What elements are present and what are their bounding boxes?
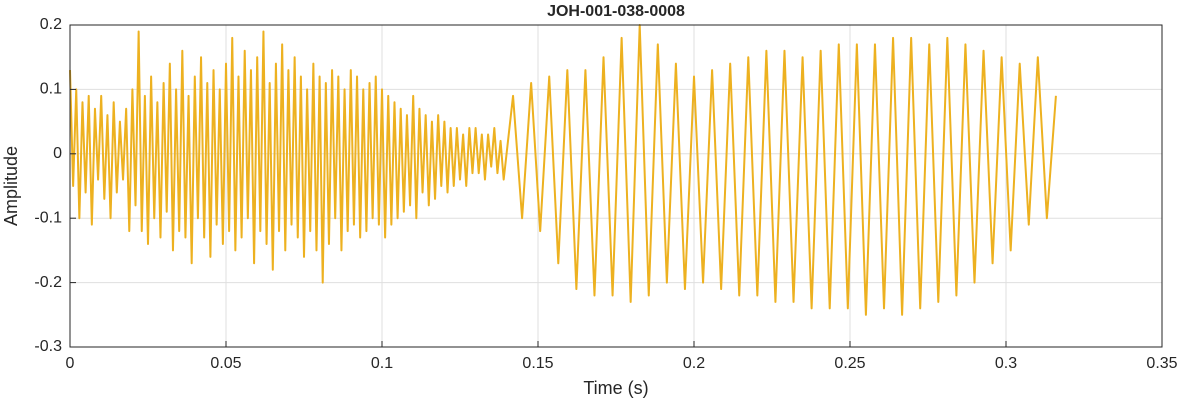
plot-area — [69, 24, 1057, 316]
waveform-line — [69, 24, 1057, 316]
x-tick-label: 0.25 — [834, 355, 865, 372]
y-axis-label: Amplitude — [1, 146, 21, 226]
y-tick-label: 0 — [53, 145, 62, 162]
axes-box — [69, 24, 1163, 348]
y-tick-label: 0.2 — [40, 16, 62, 33]
y-tick-label: -0.1 — [34, 209, 62, 226]
x-tick-label: 0.35 — [1146, 355, 1177, 372]
x-axis-label: Time (s) — [583, 378, 648, 398]
x-tick-label: 0.05 — [210, 355, 241, 372]
chart-title: JOH-001-038-0008 — [547, 3, 685, 20]
y-tick-label: 0.1 — [40, 81, 62, 98]
y-tick-label: -0.2 — [34, 274, 62, 291]
x-tick-label: 0.2 — [683, 355, 705, 372]
x-tick-label: 0.15 — [522, 355, 553, 372]
x-tick-label: 0.3 — [995, 355, 1017, 372]
y-tick-label: -0.3 — [34, 338, 62, 355]
x-tick-label: 0.1 — [371, 355, 393, 372]
x-tick-label: 0 — [66, 355, 75, 372]
